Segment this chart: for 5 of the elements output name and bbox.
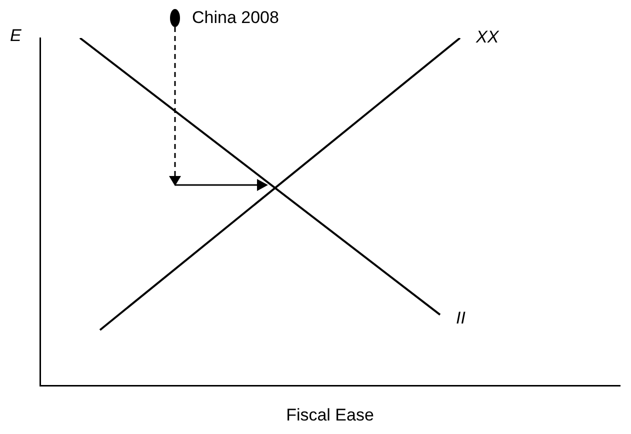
y-axis-title: E: [10, 26, 22, 46]
series-label: XX: [475, 28, 500, 47]
x-axis-title: Fiscal Ease: [286, 405, 374, 424]
text: China 2008: [192, 8, 279, 28]
series-label: II: [456, 308, 466, 328]
